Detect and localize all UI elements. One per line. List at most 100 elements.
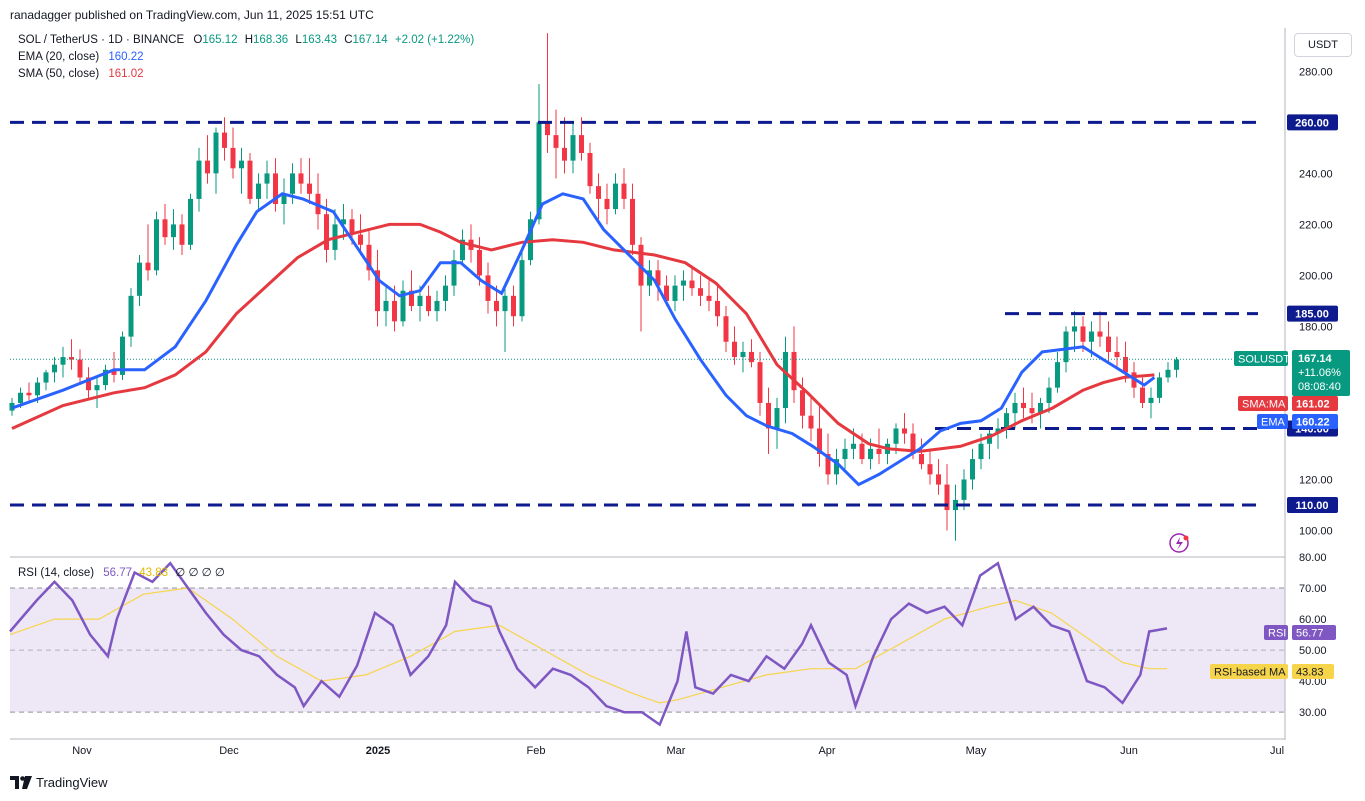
candle-body <box>902 428 907 434</box>
rsi-tick-label: 50.00 <box>1299 645 1327 657</box>
candle-body <box>808 415 814 429</box>
ema-legend-label: EMA (20, close) <box>18 51 100 63</box>
currency-unit-button[interactable]: USDT <box>1294 33 1352 57</box>
candle-body <box>417 295 423 307</box>
rsi-tick-label: 70.00 <box>1299 583 1327 595</box>
candle-body <box>1072 326 1077 332</box>
candle-body <box>188 198 193 245</box>
candle-body <box>621 183 627 199</box>
candle-body <box>26 392 32 396</box>
candle-body <box>987 433 992 444</box>
sma-legend[interactable]: SMA (50, close) 161.02 <box>18 68 144 80</box>
candle-body <box>43 372 49 383</box>
candle-body <box>383 300 389 312</box>
candle-body <box>715 300 720 317</box>
rsi-tick-label: 60.00 <box>1299 614 1327 626</box>
candle-body <box>1140 387 1145 403</box>
rsi-legend-value: 56.77 <box>103 567 133 579</box>
candle-body <box>1148 397 1154 403</box>
candle-body <box>154 219 159 271</box>
candle-body <box>970 459 975 480</box>
candle-body <box>766 402 771 429</box>
candle-body <box>375 270 380 312</box>
last-price-badge-text: 167.14 <box>1298 353 1333 365</box>
candle-body <box>1123 357 1128 373</box>
levels <box>10 120 1285 507</box>
candle-body <box>103 369 108 386</box>
candle-body <box>553 135 559 148</box>
candle-body <box>910 433 916 454</box>
x-tick-label: Apr <box>818 745 835 757</box>
candle-body <box>1012 402 1018 414</box>
candle-body <box>842 448 848 460</box>
candle-body <box>630 198 635 245</box>
brand-name: TradingView <box>36 775 108 790</box>
sma-legend-label: SMA (50, close) <box>18 68 100 80</box>
rsi-ma-value-badge-label: 43.83 <box>1296 667 1324 679</box>
candle-body <box>324 214 329 250</box>
candle-body <box>179 224 185 245</box>
candle-body <box>681 280 686 286</box>
candle-body <box>1106 336 1111 352</box>
low-label: L <box>295 34 302 46</box>
y-tick-label: 240.00 <box>1299 168 1333 180</box>
candle-body <box>1021 402 1026 409</box>
rsi-ma-value-badge <box>1292 664 1334 679</box>
candle-body <box>723 316 729 342</box>
sma-tag-label: SMA:MA <box>1242 399 1286 411</box>
candle-body <box>1097 331 1103 337</box>
x-tick-label: Jul <box>1270 745 1284 757</box>
candle-body <box>349 219 355 235</box>
level-badge <box>1287 114 1338 131</box>
level-badge-label: 185.00 <box>1295 309 1329 321</box>
candle-body <box>120 336 125 375</box>
candle-body <box>443 285 448 301</box>
candle-body <box>366 244 372 271</box>
rsi-tag-label: RSI <box>1268 628 1286 640</box>
rsi-tick-label: 40.00 <box>1299 676 1327 688</box>
candle-body <box>698 288 703 296</box>
candle-body <box>596 186 601 199</box>
rsi-tag <box>1264 625 1288 640</box>
candle-body <box>570 135 576 161</box>
candle-body <box>239 160 244 169</box>
candle-body <box>936 474 941 485</box>
high-value: 168.36 <box>253 34 289 46</box>
sma-legend-value: 161.02 <box>108 68 144 80</box>
candle-body <box>689 280 695 289</box>
tradingview-brand[interactable]: TradingView <box>10 775 108 790</box>
candle-body <box>162 219 168 238</box>
candle-body <box>859 443 865 460</box>
rsi-tick-label: 80.00 <box>1299 552 1327 564</box>
candle-body <box>35 382 40 396</box>
event-dot-icon <box>1183 535 1189 541</box>
candle-body <box>800 390 805 416</box>
level-badge-label: 110.00 <box>1295 500 1328 512</box>
symbol-name[interactable]: SOL / TetherUS · 1D · BINANCE <box>18 34 185 46</box>
candle-body <box>494 300 499 312</box>
event-marker-icon[interactable] <box>1169 533 1189 553</box>
candle-body <box>409 290 414 307</box>
candle-body <box>817 428 822 454</box>
candle-body <box>1089 331 1094 342</box>
close-value: 167.14 <box>352 34 388 46</box>
sma-price-badge-label: 161.02 <box>1296 399 1330 411</box>
candle-body <box>451 260 457 286</box>
candle-body <box>341 219 346 225</box>
candle-body <box>655 270 661 286</box>
candle-body <box>511 295 516 317</box>
candle-body <box>18 392 23 403</box>
x-tick-label: 2025 <box>366 745 390 757</box>
candle-body <box>664 285 669 301</box>
rsi-legend[interactable]: RSI (14, close) 56.77 43.83 ∅ ∅ ∅ ∅ <box>18 565 225 579</box>
candle-body <box>757 362 763 403</box>
candle-body <box>740 351 746 358</box>
y-tick-label: 100.00 <box>1299 525 1333 537</box>
ema-legend[interactable]: EMA (20, close) 160.22 <box>18 51 144 63</box>
candle-body <box>604 198 610 210</box>
ema-tag-label: EMA <box>1261 417 1286 429</box>
candle-body <box>1055 362 1060 388</box>
candle-body <box>434 300 440 312</box>
